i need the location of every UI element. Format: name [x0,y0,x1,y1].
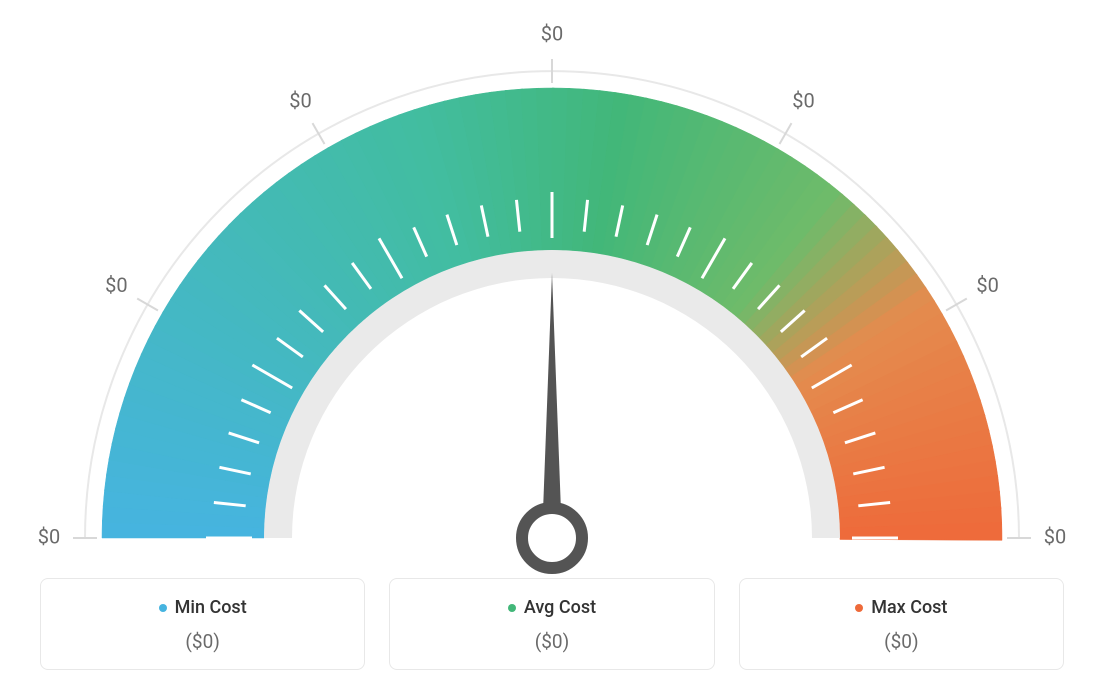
legend-value-max: ($0) [750,630,1053,653]
dot-icon [855,604,863,612]
legend-row: Min Cost ($0) Avg Cost ($0) Max Cost ($0… [40,578,1064,671]
tick-label: $0 [1044,524,1066,548]
dot-icon [159,604,167,612]
legend-title-max: Max Cost [855,597,947,618]
legend-title-min: Min Cost [159,597,247,618]
legend-value-avg: ($0) [400,630,703,653]
tick-label: $0 [541,21,563,45]
tick-label: $0 [105,273,127,297]
tick-label: $0 [38,524,60,548]
tick-label: $0 [289,89,311,113]
legend-card-avg: Avg Cost ($0) [389,578,714,671]
legend-card-min: Min Cost ($0) [40,578,365,671]
legend-title-avg: Avg Cost [508,597,596,618]
legend-label: Min Cost [175,597,247,618]
tick-label: $0 [792,89,814,113]
legend-label: Avg Cost [524,597,596,618]
needle-hub [522,508,582,568]
dot-icon [508,604,516,612]
gauge-chart-container: $0 $0 $0 $0 $0 $0 $0 Min Cost ($0) Avg Cost ($… [0,0,1104,690]
legend-label: Max Cost [871,597,947,618]
legend-card-max: Max Cost ($0) [739,578,1064,671]
legend-value-min: ($0) [51,630,354,653]
tick-label: $0 [976,273,998,297]
gauge-area: $0 $0 $0 $0 $0 $0 $0 [0,0,1104,560]
needle [542,273,562,538]
gauge-svg: $0 $0 $0 $0 $0 $0 $0 [22,18,1082,578]
